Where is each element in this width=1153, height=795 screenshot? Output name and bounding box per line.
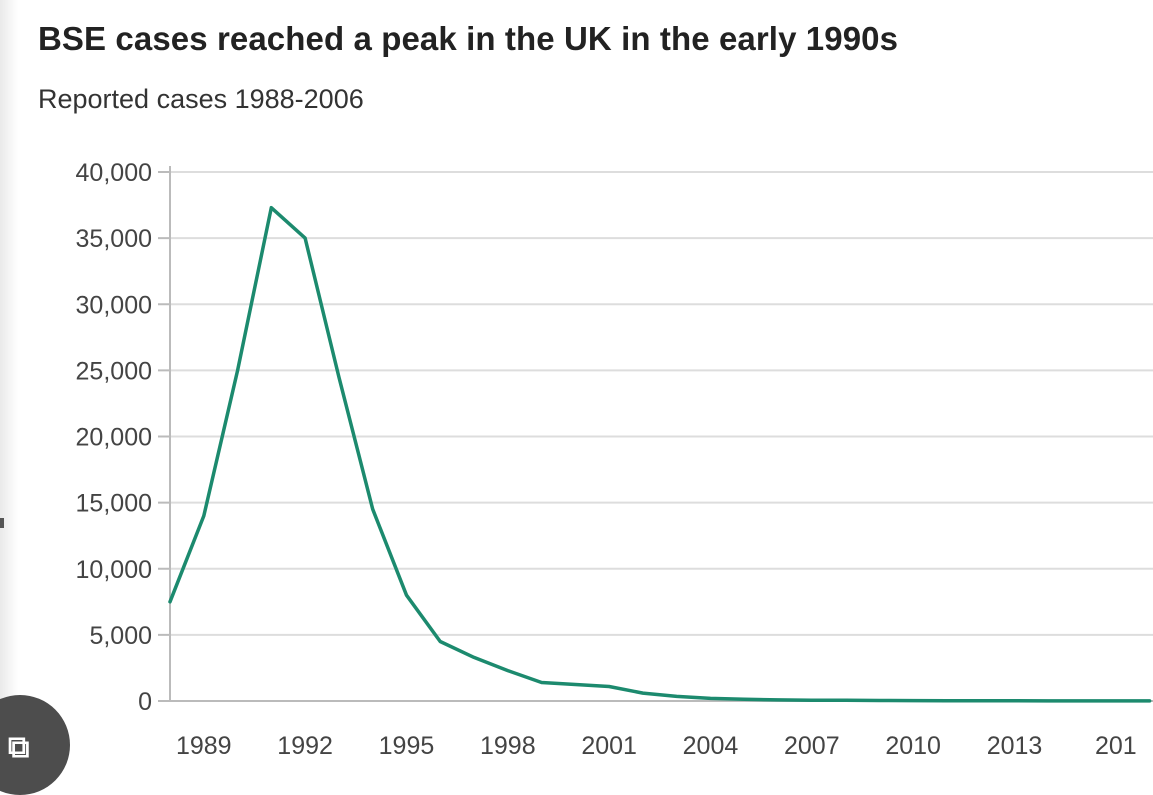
series-line xyxy=(168,205,1152,703)
chart-subtitle: Reported cases 1988-2006 xyxy=(38,84,364,114)
gridlines xyxy=(170,171,1153,636)
x-tick-label: 2007 xyxy=(784,732,840,760)
x-tick-label: 1998 xyxy=(480,732,536,760)
x-tick-label: 2001 xyxy=(581,732,637,760)
left-edge-shadow xyxy=(0,0,18,771)
x-tick-label: 201 xyxy=(1095,732,1137,760)
share-icon: ⧉ xyxy=(8,731,30,764)
x-tick-label: 1995 xyxy=(379,732,435,760)
axes xyxy=(169,166,1153,702)
y-tick-label: 20,000 xyxy=(76,424,152,452)
x-tick-label: 2010 xyxy=(885,732,941,760)
edge-marker xyxy=(0,518,4,528)
line-chart: 0 5,000 10,000 15,000 20,000 25,000 30,000 35,0… xyxy=(76,159,1153,760)
x-tick-label: 2013 xyxy=(987,732,1043,760)
y-tick-label: 10,000 xyxy=(76,556,152,584)
x-tick-label: 1989 xyxy=(176,732,232,760)
y-tick-label: 25,000 xyxy=(76,357,152,385)
y-tick-label: 0 xyxy=(138,688,152,716)
x-tick-label: 1992 xyxy=(277,732,333,760)
series xyxy=(168,205,1152,703)
y-tick-label: 35,000 xyxy=(76,225,152,253)
y-axis-ticks: 0 5,000 10,000 15,000 20,000 25,000 30,000 35,0… xyxy=(76,159,170,716)
x-axis-ticks: 1989 1992 1995 1998 2001 2004 2007 2010 2013 201 xyxy=(176,732,1137,760)
x-tick-label: 2004 xyxy=(683,732,739,760)
y-tick-label: 40,000 xyxy=(76,159,152,187)
y-tick-label: 5,000 xyxy=(89,622,152,650)
chart-title: BSE cases reached a peak in the UK in th… xyxy=(38,20,899,57)
y-tick-label: 15,000 xyxy=(76,490,152,518)
y-tick-label: 30,000 xyxy=(76,291,152,319)
